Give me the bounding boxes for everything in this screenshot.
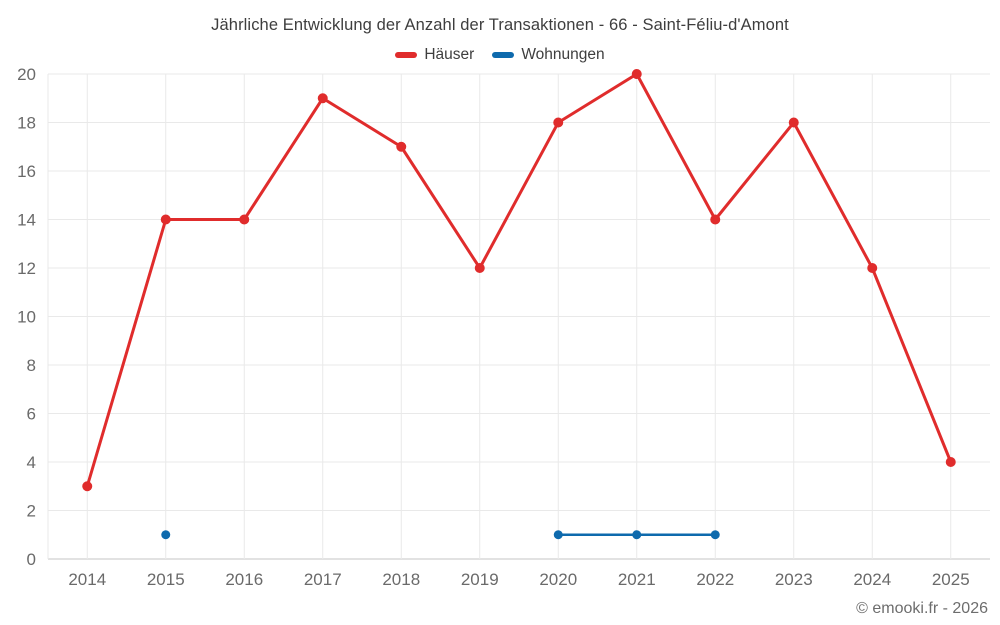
y-tick-label: 16 xyxy=(17,162,36,181)
series-line-haeuser xyxy=(85,72,953,488)
y-tick-label: 0 xyxy=(27,550,36,569)
point-haeuser-2022[interactable] xyxy=(710,214,721,225)
legend-item-haeuser[interactable]: Häuser xyxy=(395,46,474,64)
y-tick-label: 6 xyxy=(27,405,36,424)
y-tick-label: 20 xyxy=(17,65,36,84)
point-wohnungen-2021[interactable] xyxy=(632,530,642,540)
x-tick-label: 2015 xyxy=(147,570,185,589)
y-tick-label: 14 xyxy=(17,211,36,230)
point-haeuser-2018[interactable] xyxy=(396,141,407,152)
legend-label-wohnungen: Wohnungen xyxy=(521,46,605,63)
point-haeuser-2016[interactable] xyxy=(239,214,250,225)
x-tick-label: 2016 xyxy=(225,570,263,589)
y-tick-label: 12 xyxy=(17,259,36,278)
y-tick-label: 4 xyxy=(27,453,36,472)
y-tick-label: 2 xyxy=(27,502,36,521)
y-tick-label: 10 xyxy=(17,308,36,327)
legend-marker-wohnungen-icon xyxy=(492,52,515,58)
legend-marker-haeuser-icon xyxy=(395,52,418,58)
x-tick-label: 2024 xyxy=(853,570,891,589)
x-tick-label: 2025 xyxy=(932,570,970,589)
point-haeuser-2023[interactable] xyxy=(788,117,799,128)
legend-item-wohnungen[interactable]: Wohnungen xyxy=(492,46,605,64)
copyright-footer: © emooki.fr - 2026 xyxy=(856,600,988,617)
point-haeuser-2024[interactable] xyxy=(867,263,878,273)
point-wohnungen-2020[interactable] xyxy=(553,530,563,540)
point-wohnungen-2022[interactable] xyxy=(710,530,720,540)
point-haeuser-2019[interactable] xyxy=(474,263,485,273)
point-haeuser-2021[interactable] xyxy=(631,69,642,79)
point-wohnungen-2015[interactable] xyxy=(161,530,171,540)
point-haeuser-2015[interactable] xyxy=(160,214,171,225)
x-tick-label: 2022 xyxy=(696,570,734,589)
point-haeuser-2014[interactable] xyxy=(82,481,93,492)
x-tick-label: 2019 xyxy=(461,570,499,589)
x-tick-label: 2017 xyxy=(304,570,342,589)
point-haeuser-2020[interactable] xyxy=(553,117,564,128)
x-tick-label: 2014 xyxy=(68,570,106,589)
x-tick-label: 2021 xyxy=(618,570,656,589)
y-tick-label: 8 xyxy=(27,356,36,375)
x-tick-label: 2020 xyxy=(539,570,577,589)
x-tick-label: 2023 xyxy=(775,570,813,589)
point-haeuser-2025[interactable] xyxy=(945,457,956,467)
legend-label-haeuser: Häuser xyxy=(424,46,475,63)
y-tick-label: 18 xyxy=(17,114,36,133)
chart-legend: Häuser Wohnungen xyxy=(0,46,1000,64)
chart-title: Jährliche Entwicklung der Anzahl der Tra… xyxy=(211,16,789,34)
x-tick-label: 2018 xyxy=(382,570,420,589)
point-haeuser-2017[interactable] xyxy=(317,93,328,104)
